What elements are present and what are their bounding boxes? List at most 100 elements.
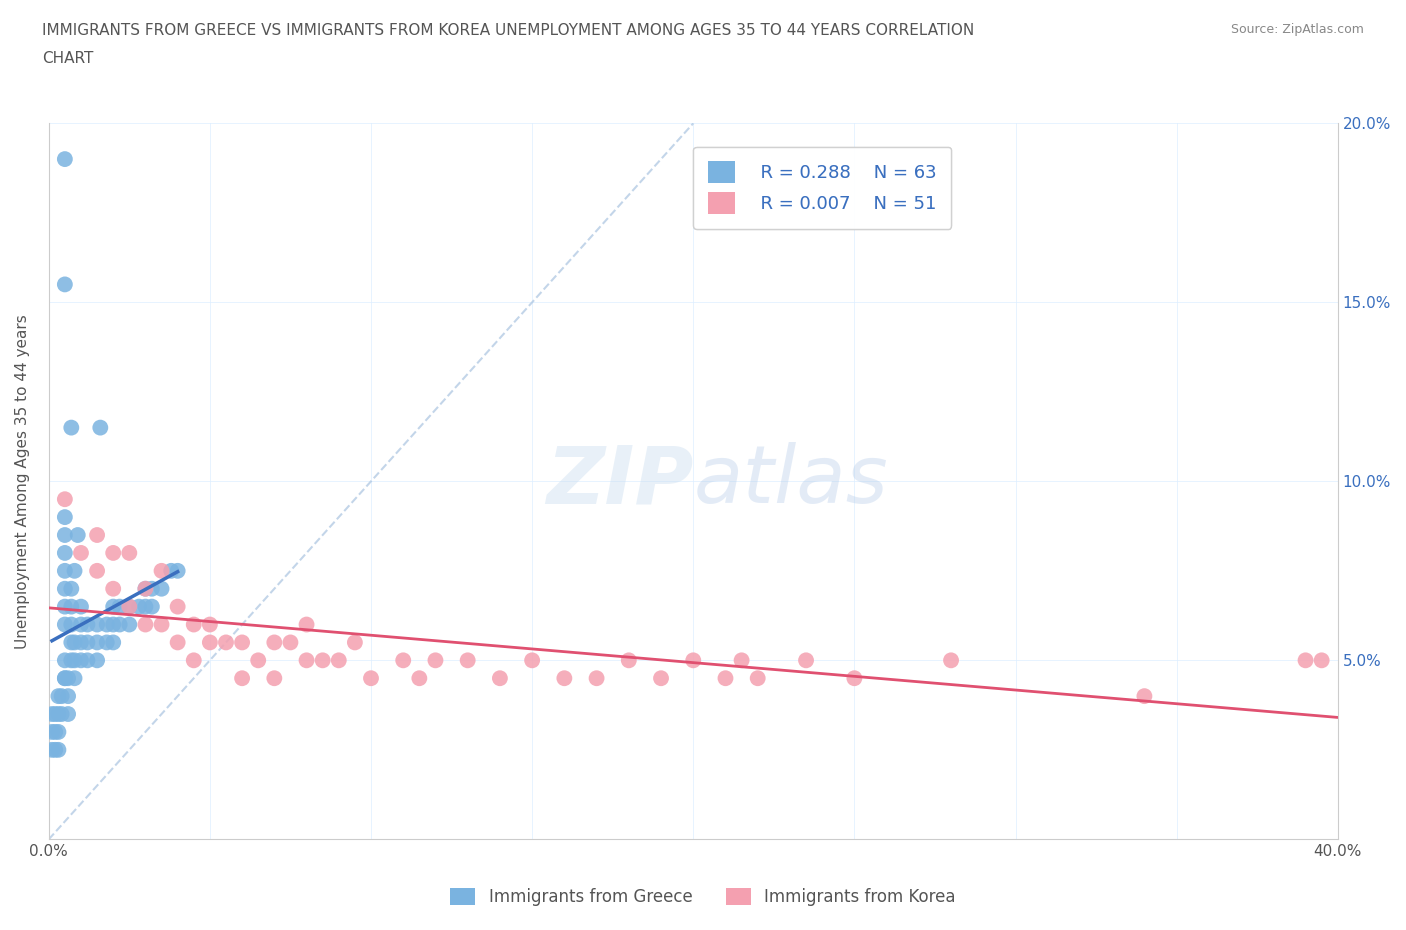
Text: Source: ZipAtlas.com: Source: ZipAtlas.com xyxy=(1230,23,1364,36)
Point xyxy=(53,510,76,525)
Point xyxy=(118,599,141,614)
Point xyxy=(60,618,83,632)
Point xyxy=(103,635,125,650)
Point xyxy=(198,635,221,650)
Point xyxy=(118,618,141,632)
Text: atlas: atlas xyxy=(693,443,889,520)
Point xyxy=(141,581,163,596)
Point xyxy=(794,653,817,668)
Point xyxy=(60,420,83,435)
Point xyxy=(553,671,575,685)
Point xyxy=(128,599,150,614)
Point xyxy=(51,689,73,704)
Point xyxy=(48,689,70,704)
Point xyxy=(56,689,79,704)
Point xyxy=(53,618,76,632)
Point xyxy=(108,599,131,614)
Point xyxy=(56,671,79,685)
Point xyxy=(103,599,125,614)
Point xyxy=(408,671,430,685)
Point xyxy=(96,618,118,632)
Point xyxy=(76,618,98,632)
Point xyxy=(44,724,66,739)
Point xyxy=(48,724,70,739)
Point xyxy=(425,653,447,668)
Point xyxy=(70,546,93,561)
Point xyxy=(215,635,238,650)
Point xyxy=(844,671,866,685)
Point xyxy=(134,618,156,632)
Point xyxy=(489,671,512,685)
Point xyxy=(53,564,76,578)
Point xyxy=(48,742,70,757)
Point xyxy=(96,635,118,650)
Point xyxy=(66,527,89,542)
Text: ZIP: ZIP xyxy=(546,443,693,520)
Point xyxy=(617,653,640,668)
Point xyxy=(280,635,302,650)
Point xyxy=(53,277,76,292)
Point xyxy=(295,653,318,668)
Point xyxy=(76,635,98,650)
Point xyxy=(747,671,769,685)
Point xyxy=(53,527,76,542)
Point xyxy=(166,635,188,650)
Point xyxy=(457,653,479,668)
Point xyxy=(247,653,270,668)
Point xyxy=(134,599,156,614)
Point xyxy=(70,635,93,650)
Point xyxy=(311,653,333,668)
Point xyxy=(53,599,76,614)
Point xyxy=(328,653,350,668)
Point xyxy=(86,653,108,668)
Point xyxy=(263,635,285,650)
Text: CHART: CHART xyxy=(42,51,94,66)
Point xyxy=(86,564,108,578)
Point xyxy=(183,653,205,668)
Point xyxy=(53,152,76,166)
Point xyxy=(730,653,752,668)
Point xyxy=(76,653,98,668)
Text: IMMIGRANTS FROM GREECE VS IMMIGRANTS FROM KOREA UNEMPLOYMENT AMONG AGES 35 TO 44: IMMIGRANTS FROM GREECE VS IMMIGRANTS FRO… xyxy=(42,23,974,38)
Point xyxy=(118,546,141,561)
Legend:   R = 0.288    N = 63,   R = 0.007    N = 51: R = 0.288 N = 63, R = 0.007 N = 51 xyxy=(693,147,952,229)
Point xyxy=(103,618,125,632)
Point xyxy=(60,635,83,650)
Point xyxy=(53,581,76,596)
Point xyxy=(103,546,125,561)
Point xyxy=(41,724,63,739)
Point xyxy=(134,581,156,596)
Point xyxy=(60,653,83,668)
Point xyxy=(263,671,285,685)
Point xyxy=(63,653,86,668)
Point xyxy=(63,671,86,685)
Point xyxy=(1133,689,1156,704)
Point xyxy=(231,635,253,650)
Legend: Immigrants from Greece, Immigrants from Korea: Immigrants from Greece, Immigrants from … xyxy=(444,881,962,912)
Point xyxy=(51,707,73,722)
Point xyxy=(48,707,70,722)
Point xyxy=(1310,653,1333,668)
Point xyxy=(585,671,607,685)
Point xyxy=(103,581,125,596)
Point xyxy=(53,671,76,685)
Point xyxy=(134,581,156,596)
Y-axis label: Unemployment Among Ages 35 to 44 years: Unemployment Among Ages 35 to 44 years xyxy=(15,314,30,649)
Point xyxy=(41,742,63,757)
Point xyxy=(60,599,83,614)
Point xyxy=(141,599,163,614)
Point xyxy=(520,653,543,668)
Point xyxy=(86,527,108,542)
Point xyxy=(150,564,173,578)
Point xyxy=(53,653,76,668)
Point xyxy=(150,618,173,632)
Point xyxy=(295,618,318,632)
Point xyxy=(44,707,66,722)
Point xyxy=(160,564,183,578)
Point xyxy=(360,671,382,685)
Point xyxy=(198,618,221,632)
Point xyxy=(166,564,188,578)
Point xyxy=(60,581,83,596)
Point xyxy=(70,618,93,632)
Point xyxy=(41,707,63,722)
